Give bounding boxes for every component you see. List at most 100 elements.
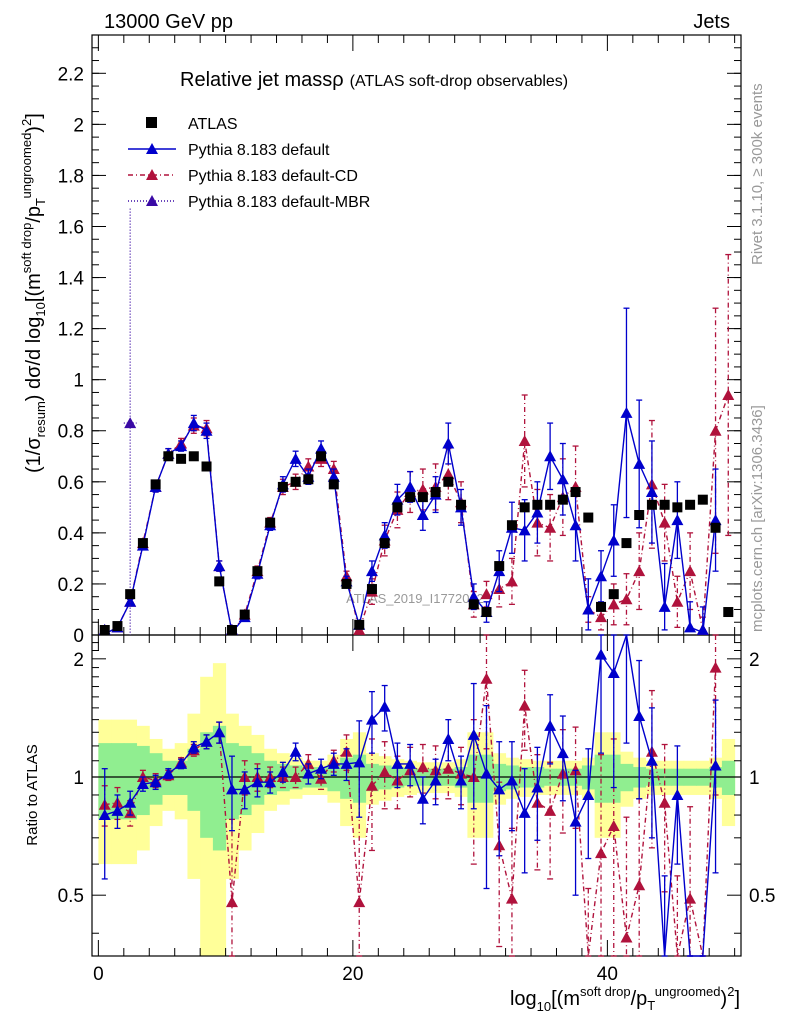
default-cd-marker — [633, 565, 646, 577]
ratio-default-marker — [671, 788, 684, 800]
legend-mbr-label: Pythia 8.183 default-MBR — [188, 194, 370, 211]
atlas-data-point — [201, 461, 212, 472]
ratio-default-cd-marker — [505, 892, 518, 904]
ratio-band-inner — [212, 725, 227, 851]
default-series — [98, 307, 722, 635]
ratio-default-cd-marker — [225, 896, 238, 908]
legend-default-marker — [146, 143, 158, 154]
ratio-default-cd-marker — [607, 820, 620, 832]
atlas-data-point — [545, 499, 556, 510]
default-marker — [124, 595, 137, 607]
y-axis-label: (1/σresum) dσ/d log10[(msoft drop/pTungr… — [19, 113, 48, 473]
ratio-default-marker — [302, 767, 315, 779]
ratio-default-marker — [607, 667, 620, 679]
ratio-default-marker — [365, 713, 378, 725]
atlas-data-point — [112, 621, 123, 632]
y-tick-label: 1 — [73, 371, 84, 392]
ratio-tick-label: 0.5 — [58, 886, 84, 907]
ratio-default-marker — [264, 776, 277, 788]
header-process: Jets — [693, 11, 730, 33]
atlas-data-point — [277, 481, 288, 492]
default-cd-marker — [442, 468, 455, 480]
series-layer — [98, 208, 735, 957]
legend-cd-marker — [146, 169, 158, 180]
atlas-data-point — [150, 479, 161, 490]
atlas-data-point — [557, 494, 568, 505]
y-tick-label: 0.2 — [58, 575, 84, 596]
atlas-data-point — [379, 538, 390, 549]
default-marker — [544, 450, 557, 462]
chart-title-suffix: (ATLAS soft-drop observables) — [350, 73, 568, 90]
default-mbr-series — [123, 208, 137, 635]
ratio-default-cd-marker — [544, 804, 557, 816]
ratio-default-marker — [505, 774, 518, 786]
ratio-default-cd-marker — [518, 699, 531, 711]
default-marker — [289, 452, 302, 464]
default-marker — [365, 565, 378, 577]
atlas-data-point — [672, 502, 683, 513]
ratio-default-cd-marker — [595, 847, 608, 859]
x-axis-label: log10[(msoft drop/pTungroomed)2] — [510, 984, 740, 1014]
ratio-default-marker — [213, 726, 226, 738]
atlas-data-point — [137, 538, 148, 549]
atlas-data-point — [354, 619, 365, 630]
ratio-default-cd-marker — [353, 896, 366, 908]
ratio-default-cd-marker — [658, 796, 671, 808]
ratio-band-inner — [123, 743, 138, 820]
default-marker — [200, 424, 213, 436]
ratio-tick-label: 1 — [73, 768, 84, 789]
default-marker — [416, 509, 429, 520]
default-marker — [531, 506, 544, 518]
atlas-data-point — [163, 451, 174, 462]
ratio-default-marker — [556, 747, 569, 759]
default-marker — [518, 524, 531, 536]
ratio-tick-label-right: 0.5 — [749, 886, 775, 907]
atlas-data-point — [430, 487, 441, 498]
atlas-data-point — [443, 476, 454, 487]
ratio-tick-label: 2 — [73, 650, 84, 671]
ratio-default-marker — [315, 762, 328, 774]
ratio-default-marker — [467, 728, 480, 740]
atlas-data-point — [456, 499, 467, 510]
ratio-default-marker — [340, 757, 353, 769]
side-rivet-text: Rivet 3.1.10, ≥ 300k events — [749, 83, 766, 265]
chart-title: Relative jet massρ (ATLAS soft-drop obser… — [180, 69, 568, 91]
ratio-band-inner — [721, 760, 736, 795]
x-tick-label: 20 — [342, 964, 363, 985]
default-marker — [378, 529, 391, 541]
y-tick-label: 1.8 — [58, 166, 84, 187]
default-cd-marker — [722, 389, 735, 400]
default-marker — [696, 623, 709, 635]
ratio-default-cd-marker — [620, 931, 633, 943]
default-marker — [404, 480, 417, 492]
ratio-default-marker — [238, 783, 251, 795]
atlas-data-point — [659, 499, 670, 510]
atlas-data-point — [265, 517, 276, 528]
ratio-default-marker — [187, 741, 200, 753]
atlas-data-point — [634, 510, 645, 520]
axis-ticks: 0 0.2 0.4 0.6 0.8 1 1.2 1.4 1.6 1.8 2 2.2 0 20 40 0.5 0.… — [58, 34, 775, 985]
default-cd-marker — [544, 521, 557, 533]
default-marker — [582, 603, 595, 615]
ratio-default-marker — [493, 783, 506, 795]
ratio-default-marker — [455, 774, 468, 786]
legend: ATLAS Pythia 8.183 default Pythia 8.183 … — [128, 116, 370, 211]
atlas-data-point — [494, 561, 505, 572]
ratio-default-marker — [442, 732, 455, 744]
ratio-default-marker — [327, 757, 340, 769]
ratio-band-inner — [200, 732, 214, 838]
default-cd-marker — [607, 598, 620, 610]
ratio-default-marker — [136, 777, 149, 789]
ratio-default-marker — [416, 792, 429, 804]
default-marker — [645, 486, 658, 498]
ratio-default-marker — [480, 767, 493, 779]
ratio-default-cd-marker — [378, 765, 391, 777]
ratio-default-marker — [353, 756, 366, 768]
y-tick-label: 0 — [73, 626, 84, 647]
default-marker — [658, 600, 671, 612]
atlas-data-point — [621, 538, 632, 549]
atlas-data-point — [341, 578, 352, 589]
atlas-data-point — [596, 601, 607, 612]
default-marker — [391, 493, 404, 505]
default-cd-marker — [709, 424, 722, 436]
